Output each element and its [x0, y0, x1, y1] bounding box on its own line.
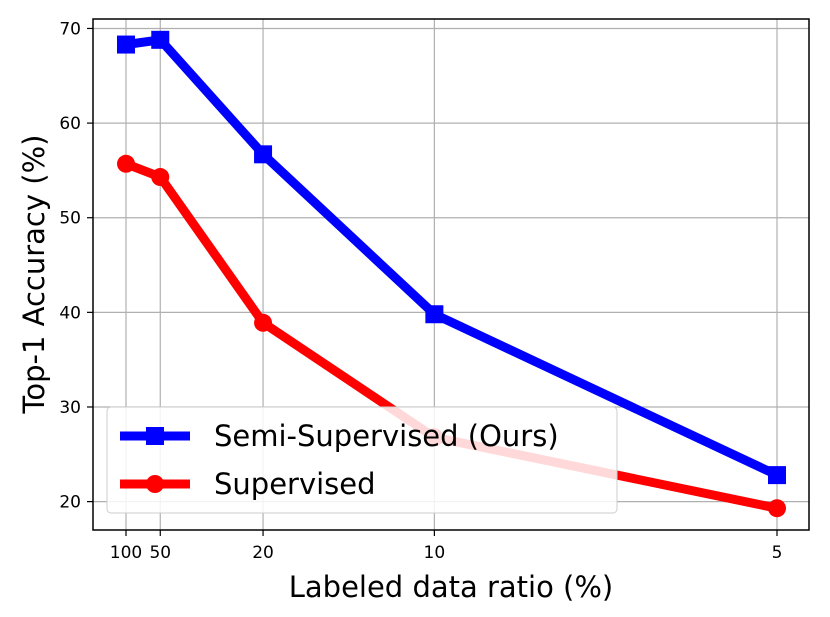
y-tick-label: 70 — [59, 19, 81, 39]
y-tick-label: 60 — [59, 114, 81, 134]
x-tick-label: 50 — [149, 543, 171, 563]
data-point — [768, 466, 786, 485]
data-point — [425, 305, 444, 324]
y-tick-label: 20 — [59, 493, 81, 513]
data-point — [117, 35, 135, 54]
data-point — [151, 30, 170, 49]
x-tick-label: 20 — [252, 543, 274, 563]
x-tick-label: 10 — [424, 543, 446, 563]
y-axis-title: Top-1 Accuracy (%) — [17, 135, 51, 415]
legend-marker — [146, 427, 164, 445]
x-tick-label: 100 — [110, 543, 142, 563]
y-tick-label: 30 — [59, 398, 81, 418]
legend-entry: Semi-Supervised (Ours) — [120, 419, 559, 453]
legend-label: Supervised — [214, 467, 376, 501]
data-point — [117, 154, 135, 173]
axis-ticks: 100 50 20 10 5 20 30 40 50 60 70 — [59, 19, 782, 563]
legend: Semi-Supervised (Ours) Supervised — [106, 406, 618, 514]
data-point — [768, 499, 786, 518]
legend-entry: Supervised — [120, 467, 376, 501]
series-1 — [117, 30, 786, 485]
data-point — [254, 145, 273, 164]
x-axis-title: Labeled data ratio (%) — [289, 570, 614, 604]
legend-label: Semi-Supervised (Ours) — [214, 419, 559, 453]
legend-marker — [146, 475, 164, 493]
data-point — [151, 168, 170, 187]
legend-box — [106, 406, 618, 514]
data-point — [254, 313, 273, 332]
x-tick-label: 5 — [772, 543, 783, 563]
y-tick-label: 50 — [59, 209, 81, 229]
y-tick-label: 40 — [59, 303, 81, 323]
plot-frame — [92, 18, 810, 531]
